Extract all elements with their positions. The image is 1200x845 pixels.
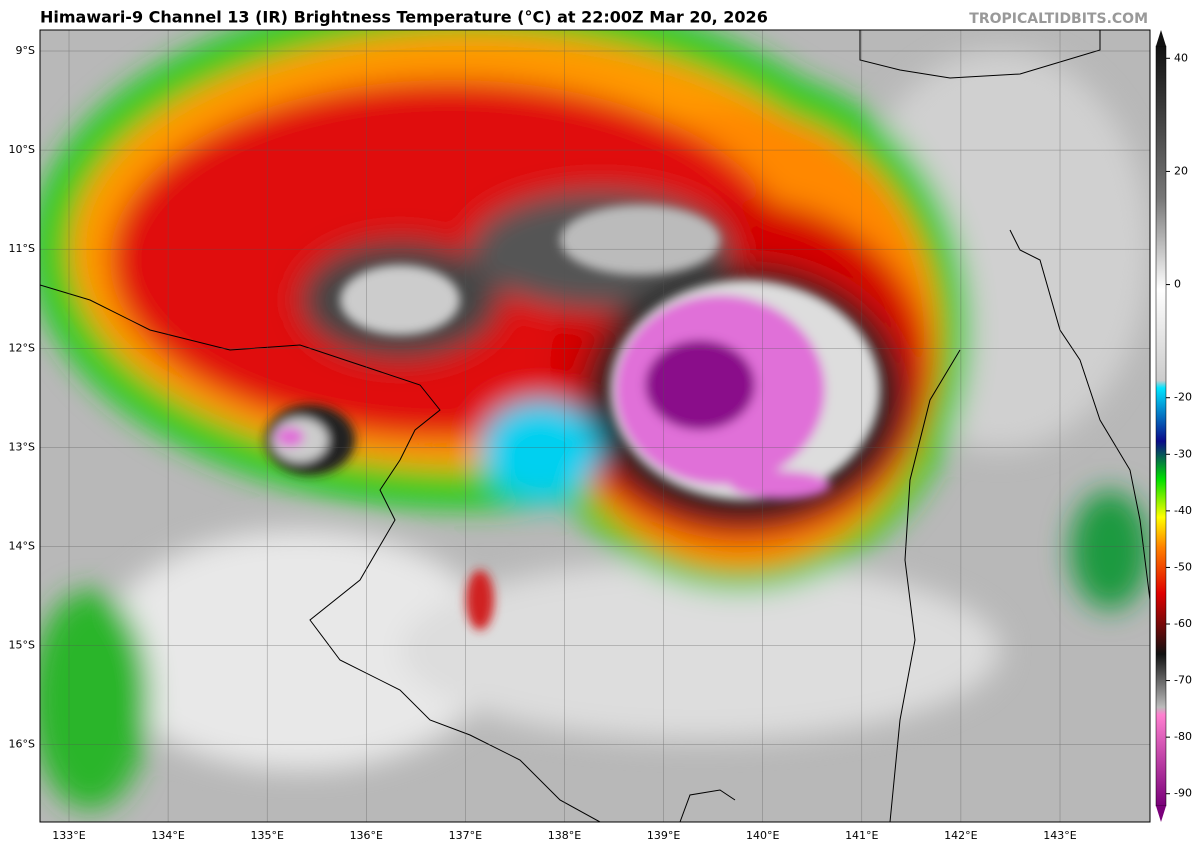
source-watermark: TROPICALTIDBITS.COM — [969, 11, 1148, 27]
satellite-imagery — [40, 30, 1150, 822]
lon-label: 143°E — [1043, 829, 1076, 842]
map-frame — [39, 29, 1151, 823]
lat-label: 13°S — [9, 440, 35, 453]
lon-label: 140°E — [746, 829, 779, 842]
lon-label: 137°E — [449, 829, 482, 842]
lon-label: 134°E — [151, 829, 184, 842]
lat-label: 16°S — [9, 738, 35, 751]
lon-label: 136°E — [350, 829, 383, 842]
colorbar-tick-label: -20 — [1174, 391, 1192, 404]
colorbar-tick-label: -70 — [1174, 674, 1192, 687]
lon-label: 141°E — [845, 829, 878, 842]
colorbar-tick-label: 0 — [1174, 278, 1181, 291]
lat-label: 15°S — [9, 639, 35, 652]
colorbar-tick-label: 20 — [1174, 164, 1188, 177]
lat-label: 14°S — [9, 540, 35, 553]
colorbar-tick-label: -50 — [1174, 560, 1192, 573]
colorbar-tick-label: -60 — [1174, 617, 1192, 630]
lon-label: 135°E — [250, 829, 283, 842]
lon-label: 139°E — [647, 829, 680, 842]
lon-label: 138°E — [548, 829, 581, 842]
lon-label: 133°E — [52, 829, 85, 842]
graticule — [40, 30, 1150, 822]
lat-label: 11°S — [9, 242, 35, 255]
colorbar-tick-label: -90 — [1174, 787, 1192, 800]
lat-label: 10°S — [9, 143, 35, 156]
lat-label: 12°S — [9, 341, 35, 354]
colorbar-tick-label: -40 — [1174, 504, 1192, 517]
lat-label: 9°S — [16, 44, 35, 57]
colorbar — [1155, 45, 1167, 807]
colorbar-extend — [1156, 806, 1166, 822]
colorbar-tick-label: -80 — [1174, 730, 1192, 743]
colorbar-extend — [1156, 30, 1166, 46]
colorbar-tick-label: -30 — [1174, 447, 1192, 460]
lon-label: 142°E — [944, 829, 977, 842]
title: Himawari-9 Channel 13 (IR) Brightness Te… — [40, 8, 768, 27]
colorbar-tick-label: 40 — [1174, 51, 1188, 64]
